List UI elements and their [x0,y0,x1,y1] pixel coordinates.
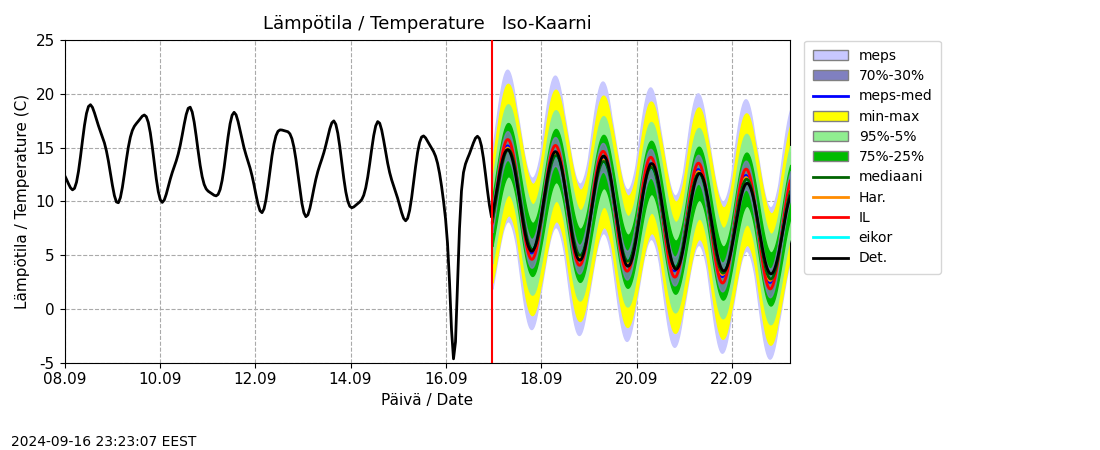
Y-axis label: Lämpötila / Temperature (C): Lämpötila / Temperature (C) [15,94,30,309]
Text: 2024-09-16 23:23:07 EEST: 2024-09-16 23:23:07 EEST [11,435,197,449]
Title: Lämpötila / Temperature   Iso-Kaarni: Lämpötila / Temperature Iso-Kaarni [263,15,592,33]
X-axis label: Päivä / Date: Päivä / Date [382,393,473,408]
Legend: meps, 70%-30%, meps-med, min-max, 95%-5%, 75%-25%, mediaani, Har., IL, eikor, De: meps, 70%-30%, meps-med, min-max, 95%-5%… [804,40,940,274]
